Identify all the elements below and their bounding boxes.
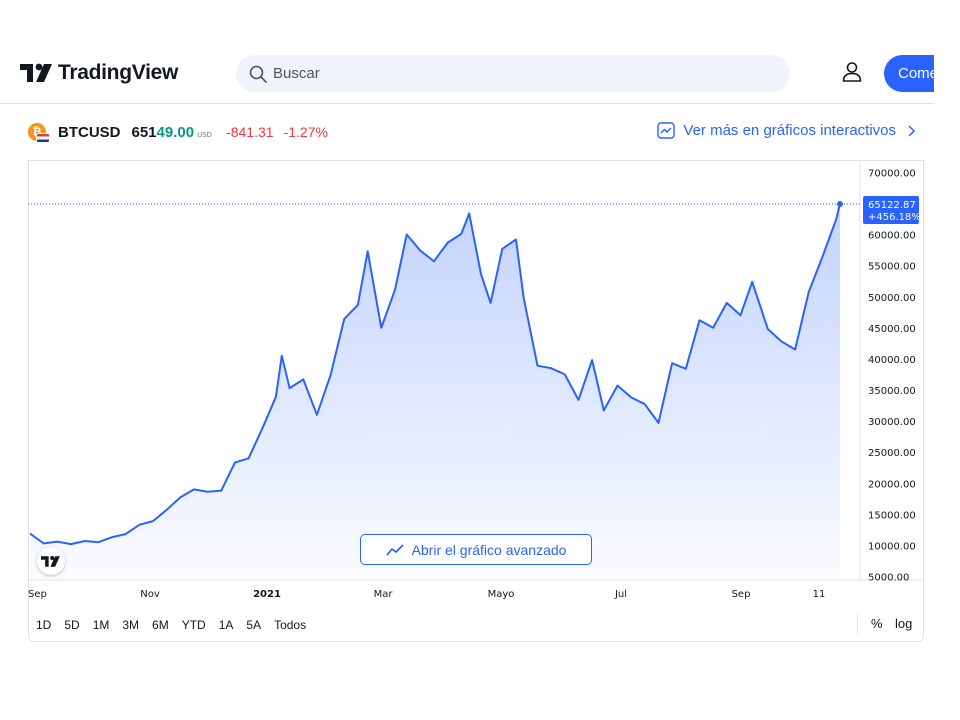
range-button-5a[interactable]: 5A [246, 618, 262, 632]
y-tick-label: 55000.00 [868, 262, 916, 273]
chart-container [28, 160, 924, 642]
tradingview-logo-icon [20, 63, 52, 82]
y-tick-label: 45000.00 [868, 324, 916, 335]
range-button-todos[interactable]: Todos [274, 618, 307, 632]
x-tick-label: Mayo [488, 589, 515, 600]
x-tick-label: Sep [732, 589, 751, 600]
open-advanced-chart-label: Abrir el gráfico avanzado [411, 541, 567, 558]
range-button-3m[interactable]: 3M [122, 618, 140, 632]
last-price-badge-change: +456.18% [868, 212, 921, 223]
y-tick-label: 10000.00 [868, 541, 916, 552]
search-input[interactable] [273, 65, 753, 82]
range-toolbar: 1D 5D 1M 3M 6M YTD 1A 5A Todos [36, 614, 319, 636]
x-tick-label: 2021 [253, 589, 281, 600]
search-icon [249, 65, 267, 83]
y-tick-label: 25000.00 [868, 448, 916, 459]
x-tick-label: Nov [140, 589, 160, 600]
price-change-percent: -1.27% [283, 124, 328, 140]
range-button-6m[interactable]: 6M [152, 618, 169, 632]
x-tick-label: Mar [374, 589, 394, 600]
ticker-symbol[interactable]: BTCUSD [58, 123, 121, 141]
price-change: -841.31 [226, 124, 274, 140]
search-bar[interactable] [236, 55, 790, 92]
price-line [29, 203, 841, 546]
logo-text: TradingView [58, 61, 179, 84]
currency-label: USD [197, 130, 213, 139]
range-button-1a[interactable]: 1A [218, 618, 234, 632]
x-tick-label: 11 [813, 589, 826, 600]
y-tick-label: 60000.00 [868, 231, 916, 242]
last-price: 65149.00 [132, 124, 195, 141]
chevron-right-icon [908, 124, 916, 137]
interactive-charts-link[interactable]: Ver más en gráficos interactivos [657, 122, 916, 139]
y-tick-label: 70000.00 [868, 169, 916, 180]
trend-icon [385, 543, 404, 556]
y-tick-label: 15000.00 [868, 510, 916, 521]
percent-scale-button[interactable]: % [871, 616, 883, 631]
user-icon[interactable] [840, 60, 864, 84]
y-tick-label: 5000.00 [868, 573, 909, 584]
last-price-badge-value: 65122.87 [868, 200, 916, 211]
y-tick-label: 30000.00 [868, 417, 916, 428]
symbol-bar: ₿ BTCUSD 65149.00 USD -841.31 -1.27% Ver… [28, 112, 924, 152]
y-tick-label: 50000.00 [868, 293, 916, 304]
range-button-5d[interactable]: 5D [64, 618, 80, 632]
right-clip [934, 40, 960, 110]
toolbar-divider [857, 613, 858, 635]
last-price-badge [863, 196, 919, 224]
open-advanced-chart-button[interactable]: Abrir el gráfico avanzado [360, 534, 592, 565]
range-button-ytd[interactable]: YTD [181, 618, 206, 632]
price-area [30, 203, 840, 580]
last-price-dot [837, 201, 843, 207]
range-button-1m[interactable]: 1M [92, 618, 110, 632]
y-tick-label: 20000.00 [868, 479, 916, 490]
x-tick-label: Jul [614, 589, 627, 600]
chart-line-icon [657, 122, 676, 139]
price-prefix: 651 [131, 123, 157, 141]
price-suffix: 49.00 [156, 123, 195, 141]
log-scale-button[interactable]: log [895, 616, 913, 631]
y-tick-label: 35000.00 [868, 386, 916, 397]
range-button-1d[interactable]: 1D [36, 618, 52, 632]
tradingview-badge[interactable] [37, 547, 65, 575]
tradingview-badge-icon [41, 555, 60, 567]
bitcoin-icon: ₿ [28, 123, 50, 143]
tradingview-logo[interactable]: TradingView [20, 60, 178, 86]
interactive-charts-link-label: Ver más en gráficos interactivos [683, 122, 896, 139]
x-tick-label: Sep [28, 589, 47, 600]
y-tick-label: 40000.00 [868, 355, 916, 366]
